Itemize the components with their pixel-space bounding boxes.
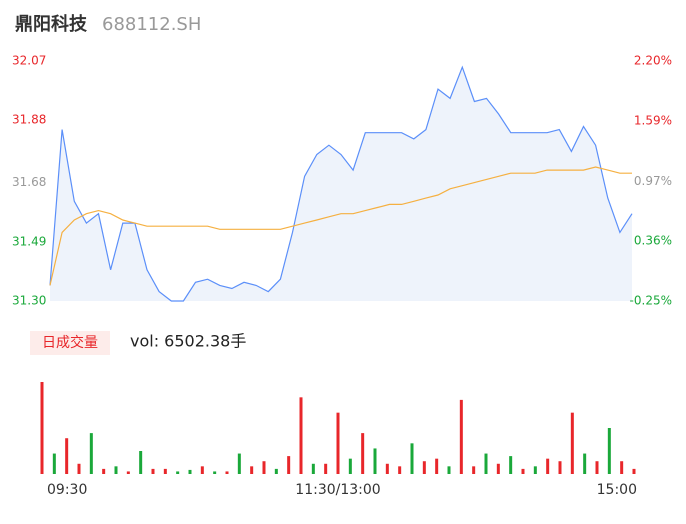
volume-label: 日成交量 bbox=[42, 334, 98, 351]
volume-bar bbox=[287, 456, 291, 474]
volume-bar bbox=[509, 456, 513, 474]
volume-bar bbox=[250, 466, 254, 474]
volume-bar bbox=[126, 471, 130, 474]
volume-bar bbox=[65, 438, 69, 474]
volume-bar bbox=[336, 412, 340, 474]
volume-bar bbox=[398, 466, 402, 474]
y2-tick-label: 1.59% bbox=[634, 113, 672, 127]
volume-bar bbox=[373, 448, 377, 474]
volume-bar bbox=[188, 469, 192, 474]
volume-bar bbox=[163, 468, 167, 474]
volume-bar bbox=[472, 466, 476, 474]
y2-tick-label: 0.97% bbox=[634, 174, 672, 188]
x-tick-label: 15:00 bbox=[597, 482, 637, 498]
price-line bbox=[49, 65, 633, 302]
volume-bar bbox=[595, 461, 599, 474]
volume-bar bbox=[89, 433, 93, 474]
volume-bar bbox=[570, 412, 574, 474]
volume-bar bbox=[237, 453, 241, 474]
volume-bar bbox=[533, 466, 537, 474]
y2-tick-label: 0.36% bbox=[634, 234, 672, 248]
volume-bar bbox=[435, 458, 439, 474]
volume-bar bbox=[274, 468, 278, 474]
volume-bar bbox=[447, 466, 451, 474]
volume-bar bbox=[213, 471, 217, 474]
y-tick-label: 32.07 bbox=[12, 54, 46, 68]
volume-bar bbox=[348, 458, 352, 474]
volume-bar bbox=[620, 461, 624, 474]
volume-bar bbox=[311, 463, 315, 474]
volume-bar bbox=[410, 443, 414, 474]
price-area bbox=[50, 67, 632, 301]
volume-bar bbox=[558, 461, 562, 474]
volume-bar bbox=[114, 466, 118, 474]
volume-bar bbox=[200, 466, 204, 474]
volume-bar bbox=[225, 471, 229, 474]
volume-bar bbox=[583, 453, 587, 474]
volume-label-box bbox=[30, 331, 110, 355]
x-tick-label: 11:30/13:00 bbox=[295, 482, 380, 498]
volume-bar bbox=[632, 468, 636, 474]
volume-bar bbox=[546, 458, 550, 474]
volume-bar bbox=[607, 428, 611, 474]
volume-bar bbox=[324, 463, 328, 474]
volume-bar bbox=[521, 468, 525, 474]
y2-tick-label: 2.20% bbox=[634, 54, 672, 68]
volume-bar bbox=[102, 468, 106, 474]
volume-bar bbox=[484, 453, 488, 474]
volume-bar bbox=[262, 461, 266, 474]
volume-bar bbox=[151, 468, 155, 474]
volume-bar bbox=[459, 399, 463, 474]
volume-bar bbox=[40, 382, 44, 474]
x-tick-label: 09:30 bbox=[47, 482, 87, 498]
volume-bar bbox=[496, 463, 500, 474]
volume-total: vol: 6502.38手 bbox=[130, 332, 246, 351]
volume-bar bbox=[422, 461, 426, 474]
volume-bar bbox=[361, 433, 365, 474]
volume-bar bbox=[139, 451, 143, 474]
volume-bar bbox=[385, 463, 389, 474]
volume-bar bbox=[299, 397, 303, 474]
y-tick-label: 31.49 bbox=[12, 234, 46, 248]
volume-bar bbox=[176, 471, 180, 474]
stock-code: 688112.SH bbox=[102, 14, 201, 35]
volume-bar bbox=[77, 463, 81, 474]
y-tick-label: 31.88 bbox=[12, 113, 46, 127]
average-line bbox=[49, 166, 632, 286]
y2-tick-label: -0.25% bbox=[630, 294, 672, 308]
volume-bar bbox=[52, 453, 56, 474]
stock-name: 鼎阳科技 bbox=[15, 13, 88, 35]
y-tick-label: 31.68 bbox=[12, 175, 46, 189]
y-tick-label: 31.30 bbox=[12, 294, 46, 308]
